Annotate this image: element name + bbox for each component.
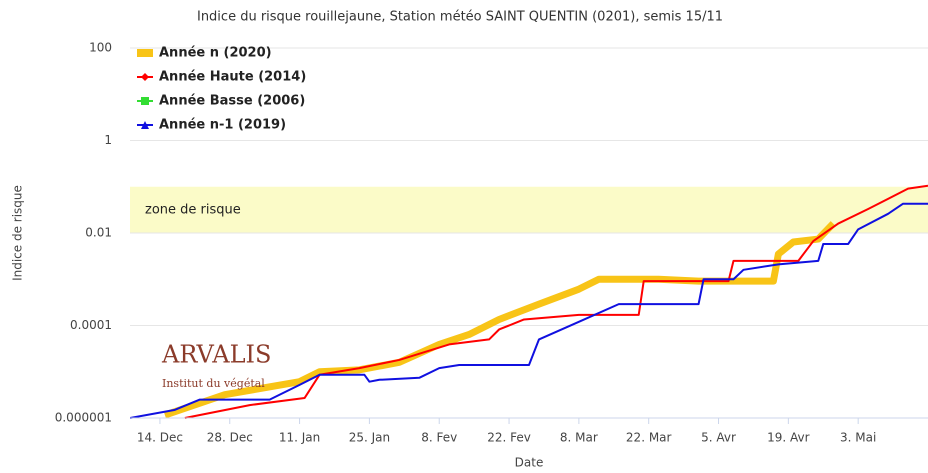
legend-label: Année Haute (2014) <box>159 70 306 85</box>
legend-label: Année n-1 (2019) <box>159 118 286 133</box>
series-line <box>184 184 928 419</box>
x-tick-label: 22. Fev <box>487 431 531 445</box>
legend: Année n (2020) Année Haute (2014) Année Ba… <box>137 46 306 133</box>
risk-zone <box>130 186 928 233</box>
y-tick-label: 0.0001 <box>70 318 112 332</box>
x-tick-label: 8. Fev <box>421 431 457 445</box>
legend-label: Année n (2020) <box>159 46 272 61</box>
y-tick-label: 0.01 <box>85 226 112 240</box>
series-line <box>130 202 928 419</box>
legend-symbol <box>141 73 149 81</box>
x-tick-label: 14. Dec <box>137 431 183 445</box>
logo-name: ARVALIS <box>161 341 271 369</box>
logo-tagline: Institut du végétal <box>162 377 265 390</box>
x-tick-label: 11. Jan <box>279 431 320 445</box>
x-tick-label: 22. Mar <box>626 431 672 445</box>
legend-symbol <box>137 49 153 57</box>
plot-area: zone de risque <box>130 47 928 419</box>
x-tick-label: 5. Avr <box>701 431 736 445</box>
y-axis-label: Indice de risque <box>11 185 25 281</box>
y-tick-label: 0.000001 <box>55 411 112 425</box>
logo: ARVALIS Institut du végétal <box>161 341 271 391</box>
x-tick-label: 8. Mar <box>560 431 598 445</box>
risk-zone-label: zone de risque <box>145 202 241 217</box>
x-tick-label: 28. Dec <box>207 431 253 445</box>
legend-label: Année Basse (2006) <box>159 94 305 109</box>
legend-symbol <box>141 97 149 105</box>
x-tick-label: 25. Jan <box>349 431 390 445</box>
y-tick-label: 1 <box>104 133 112 147</box>
legend-symbol <box>141 121 149 129</box>
y-tick-label: 100 <box>89 41 112 55</box>
chart-title: Indice du risque rouillejaune, Station m… <box>197 10 723 25</box>
x-axis-label: Date <box>515 456 544 470</box>
series-line <box>163 221 836 419</box>
x-tick-label: 3. Mai <box>840 431 876 445</box>
x-tick-label: 19. Avr <box>767 431 810 445</box>
